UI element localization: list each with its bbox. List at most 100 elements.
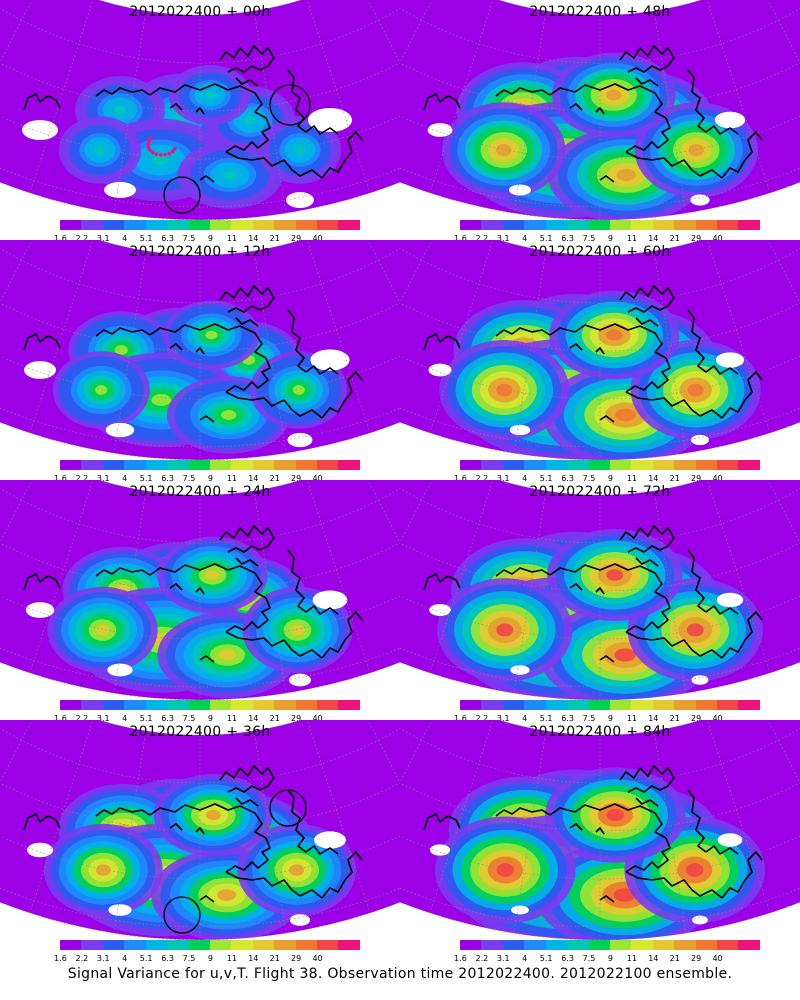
low-variance-gap [715, 352, 745, 368]
colorbar-swatch [81, 940, 103, 950]
colorbar-swatch [124, 220, 146, 230]
colorbar-tick-label: 2.2 [475, 474, 489, 483]
coastline [705, 605, 739, 615]
colorbar-tick-label: 11 [226, 474, 237, 483]
colorbar-swatch [460, 940, 482, 950]
latitude-line [400, 266, 800, 352]
colorbar-tick-label: 5.1 [539, 234, 553, 243]
low-variance-gap [714, 111, 746, 129]
latitude-line [0, 26, 400, 112]
colorbar-swatch [102, 700, 125, 710]
colorbar-swatch [317, 460, 339, 470]
colorbar-tick-label: 21 [669, 714, 680, 723]
colorbar-tick-label: 9 [207, 954, 213, 963]
flight-track-point [158, 153, 163, 157]
coastline [423, 573, 461, 591]
colorbar-tick-label: 11 [226, 954, 237, 963]
colorbar-tick-label: 21 [669, 234, 680, 243]
coastline [569, 823, 583, 831]
colorbar-swatch [631, 220, 653, 230]
coastline [721, 371, 763, 419]
colorbar-tick-label: 2.2 [475, 714, 489, 723]
variance-contour [616, 169, 637, 181]
variance-contour [94, 145, 106, 155]
colorbar-tick-label: 6.3 [161, 234, 174, 243]
coastline [495, 807, 551, 817]
variance-contour [114, 105, 126, 115]
colorbar-tick-label: 14 [248, 474, 259, 483]
panel-title: 2012022400 + 00h [129, 4, 271, 20]
colorbar-tick-label: 1.6 [454, 234, 467, 243]
colorbar-tick-label: 14 [248, 954, 259, 963]
coastline [635, 317, 659, 327]
colorbar-swatch [145, 460, 168, 470]
colorbar-tick-label: 3.1 [496, 714, 510, 723]
variance-contour [292, 385, 305, 395]
forecast-panel: 2012022400 + 84h 1.6 2.2 3.1 4 5.1 6.3 7.5 9 11 14… [400, 720, 800, 963]
colorbar-swatch [60, 460, 82, 470]
variance-contour [218, 649, 237, 661]
colorbar-swatch [295, 220, 318, 230]
variance-contour [688, 144, 704, 156]
colorbar-tick-label: 4 [522, 234, 528, 243]
latitude-line [0, 746, 400, 832]
low-variance-gap [104, 182, 136, 198]
colorbar-swatch [338, 220, 360, 230]
colorbar-swatch [524, 460, 546, 470]
low-variance-gap [692, 915, 708, 925]
colorbar-swatch [738, 940, 760, 950]
coastline [95, 87, 151, 97]
colorbar-tick-label: 3.1 [96, 954, 110, 963]
colorbar-tick-label: 5.1 [139, 234, 153, 243]
latitude-line [400, 104, 800, 208]
colorbar-swatch [145, 940, 168, 950]
colorbar-tick-label: 7.5 [182, 714, 196, 723]
colorbar-swatch [124, 460, 146, 470]
variance-contour [204, 91, 216, 99]
coastline [195, 347, 205, 355]
colorbar-labels: 1.6 2.2 3.1 4 5.1 6.3 7.5 9 11 14 21 29 40 [440, 234, 780, 246]
colorbar-swatch [317, 220, 339, 230]
coastline [625, 391, 723, 419]
low-variance-gap [509, 424, 531, 436]
coastline [625, 597, 671, 633]
coastline [625, 151, 723, 179]
coastline [635, 557, 659, 567]
colorbar-swatch [460, 460, 482, 470]
coastline [687, 69, 707, 133]
colorbar-swatch [81, 220, 103, 230]
coastline [549, 803, 667, 839]
colorbar-tick-label: 3.1 [96, 474, 110, 483]
colorbar-tick-label: 21 [269, 474, 280, 483]
low-variance-gap [23, 361, 57, 379]
variance-contour [496, 383, 513, 397]
colorbar-swatch [124, 700, 146, 710]
coastline [225, 871, 323, 899]
coastline [619, 45, 675, 73]
forecast-panel: 2012022400 + 36h 1.6 2.2 3.1 4 5.1 6.3 7.5 9 11 14… [0, 720, 400, 963]
colorbar-tick-label: 9 [607, 474, 613, 483]
colorbar-tick-label: 14 [248, 234, 259, 243]
latitude-line [400, 344, 800, 448]
colorbar-tick-label: 6.3 [161, 954, 174, 963]
coastline [305, 365, 339, 375]
colorbar-swatch [295, 940, 318, 950]
observation-ring [163, 176, 201, 214]
colorbar-swatch [631, 700, 653, 710]
colorbar-swatch [738, 220, 760, 230]
colorbar-swatch [209, 940, 232, 950]
forecast-map [0, 480, 400, 700]
colorbar-swatch [588, 220, 610, 230]
low-variance-gap [691, 675, 709, 685]
coastline [169, 343, 183, 351]
coastline [705, 125, 739, 135]
colorbar-tick-label: 11 [626, 474, 637, 483]
colorbar-tick-label: 4 [522, 954, 528, 963]
colorbar-tick-label: 29 [691, 714, 702, 723]
coastline [199, 655, 215, 663]
colorbar [60, 940, 360, 952]
colorbar-swatch [545, 220, 568, 230]
colorbar-swatch [188, 700, 210, 710]
colorbar-swatch [460, 220, 482, 230]
flight-track-point [148, 148, 152, 152]
